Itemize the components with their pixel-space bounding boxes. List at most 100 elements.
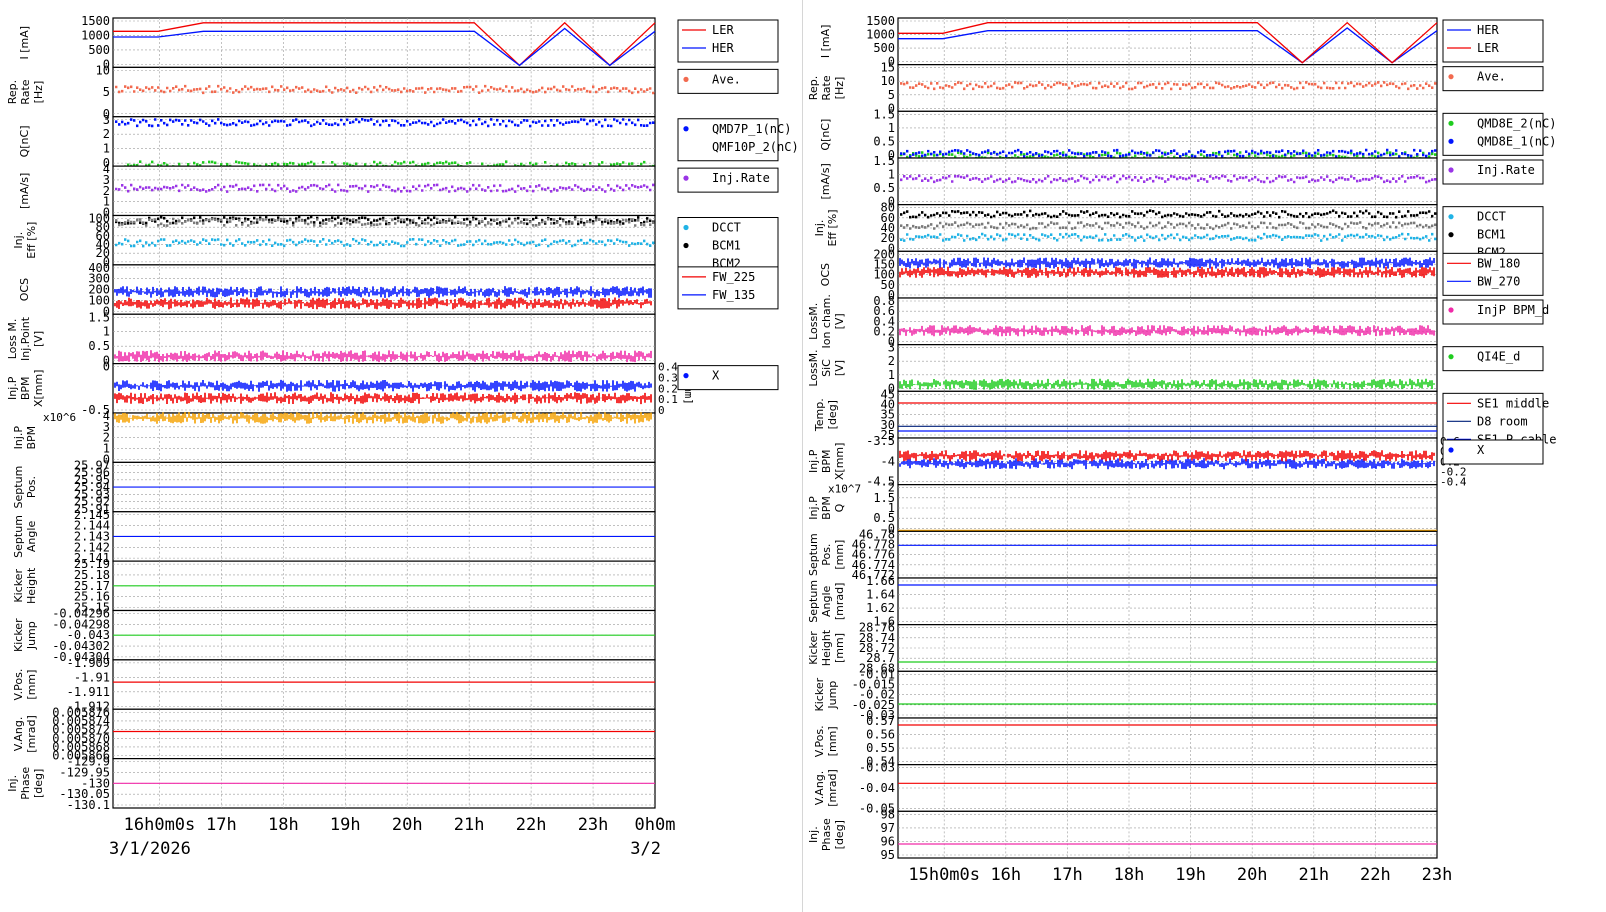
y-tick-label: 1 <box>888 168 895 182</box>
y-axis-label: V.Pos. <box>813 725 826 757</box>
y-tick-label: 1 <box>103 142 110 156</box>
y-axis-label: Phase <box>820 818 833 851</box>
y-tick-label: 25.94 <box>74 480 110 494</box>
legend-label: BW_180 <box>1477 256 1520 270</box>
y-tick-label: 46.778 <box>852 538 895 552</box>
y-tick-label: -0.04302 <box>52 639 110 653</box>
y-tick-label: 96 <box>881 834 895 848</box>
x-tick-label: 23h <box>578 815 609 835</box>
y-tick-label: -0.5 <box>81 403 110 417</box>
series-band <box>899 325 1435 337</box>
y-tick-label: 0.4 <box>873 314 895 328</box>
y-tick-label: -0.04 <box>859 781 895 795</box>
y-tick-label: 30 <box>881 418 895 432</box>
y-axis-label: [mm] <box>25 670 38 700</box>
y-tick-label: 80 <box>96 220 110 234</box>
y-axis-label: Inj.P <box>6 376 19 400</box>
legend-marker <box>683 224 689 231</box>
series-band <box>899 266 1435 278</box>
x-tick-label: 0h0m <box>635 815 676 835</box>
y-tick-label: 3 <box>103 113 110 127</box>
y-tick-label: -129.9 <box>67 755 110 769</box>
y-axis-label: Kicker <box>813 677 826 711</box>
y-tick-label: 80 <box>881 201 895 215</box>
y-tick-label: 1 <box>888 121 895 135</box>
series-dots <box>900 221 1437 231</box>
y-tick-label: 1.66 <box>866 574 895 588</box>
legend-label: LER <box>1477 41 1499 55</box>
y-tick-label: 2.143 <box>74 529 110 543</box>
x-tick-label: 18h <box>1114 865 1145 885</box>
y-tick-label: 0 <box>888 195 895 209</box>
legend-label: HER <box>712 41 734 55</box>
y-tick-label: 25.16 <box>74 590 110 604</box>
y-tick-label: -0.02 <box>859 688 895 702</box>
series-dots <box>115 118 655 128</box>
legend-box <box>1442 112 1544 156</box>
y-tick-label: 4 <box>103 409 110 423</box>
series-band <box>114 286 652 298</box>
y2-tick-label: -0.4 <box>1440 476 1467 489</box>
y-tick-label: 40 <box>96 238 110 252</box>
legend-marker <box>683 126 689 132</box>
legend-label: QMD8E_2(nC) <box>1477 116 1556 130</box>
y-tick-label: -0.04298 <box>52 617 110 631</box>
y-axis-label: Rep. <box>6 80 19 104</box>
y2-tick-label: 0 <box>658 404 665 417</box>
y-tick-label: -0.03 <box>859 708 895 722</box>
y-tick-label: 25.97 <box>74 458 110 472</box>
y-tick-label: 0.6 <box>873 304 895 318</box>
x-tick-label: 16h0m0s <box>124 815 196 835</box>
y-axis-label: [V] <box>833 360 846 376</box>
y-tick-label: 4 <box>103 162 110 176</box>
legend-9: X <box>1442 439 1544 465</box>
y-axis-label: LossM. <box>807 349 820 386</box>
y-tick-label: 0 <box>888 148 895 162</box>
series-dots <box>115 217 655 228</box>
legend-0: HER LER <box>1442 19 1544 63</box>
series-band <box>899 257 1435 269</box>
x-tick-label: 20h <box>392 815 423 835</box>
y-tick-label: 25.17 <box>74 579 110 593</box>
y-tick-label: 1 <box>103 195 110 209</box>
y-tick-label: 1 <box>103 325 110 339</box>
series-band <box>899 450 1435 462</box>
y-tick-label: 1.5 <box>873 154 895 168</box>
y-axis-label: V.Ang. <box>12 717 25 752</box>
y-axis-label: [Hz] <box>32 81 45 104</box>
x-tick-label: 18h <box>268 815 299 835</box>
y-tick-label: 46.774 <box>852 558 895 572</box>
y-tick-label: 500 <box>88 43 110 57</box>
panel-frame <box>897 17 1438 66</box>
x-date-start: 3/1/2026 <box>109 839 191 859</box>
legend-label: DCCT <box>712 221 741 235</box>
y-axis-label: [mA/s] <box>819 163 832 199</box>
panel-13: -1.909-1.91-1.911-1.912 V.Pos. [mm] <box>12 656 656 713</box>
legend-marker <box>1448 354 1454 360</box>
legend-3: Inj.Rate <box>677 167 779 193</box>
y-axis-label: V.Ang. <box>813 771 826 806</box>
y-tick-label: 0 <box>103 304 110 318</box>
panel-14: 0.0058760.0058740.0058720.0058700.005868… <box>12 705 656 763</box>
y-axis-label: Inj. <box>12 232 25 249</box>
y-tick-label: -1.91 <box>74 670 110 684</box>
panel-12: -0.04296-0.04298-0.043-0.04302-0.04304 Ki… <box>12 607 656 664</box>
y-axis-label: Septum <box>807 533 820 576</box>
x-tick-label: 22h <box>1360 865 1391 885</box>
y-tick-label: 0 <box>103 57 110 71</box>
y-tick-label: 0 <box>888 381 895 395</box>
y-tick-label: 25.18 <box>74 568 110 582</box>
y-tick-label: 2 <box>888 354 895 368</box>
y-tick-label: 0 <box>103 354 110 368</box>
y-tick-label: 0.005872 <box>52 723 110 737</box>
series-band <box>114 392 652 405</box>
legend-1: Ave. <box>677 68 779 94</box>
legend-6: InjP BPM_d <box>1442 299 1549 325</box>
x-tick-label: 17h <box>1052 865 1083 885</box>
panel-14: -0.01-0.015-0.02-0.025-0.03 Kicker Jump <box>813 667 1438 722</box>
series-band <box>114 412 652 424</box>
x-tick-label: 16h <box>990 865 1021 885</box>
